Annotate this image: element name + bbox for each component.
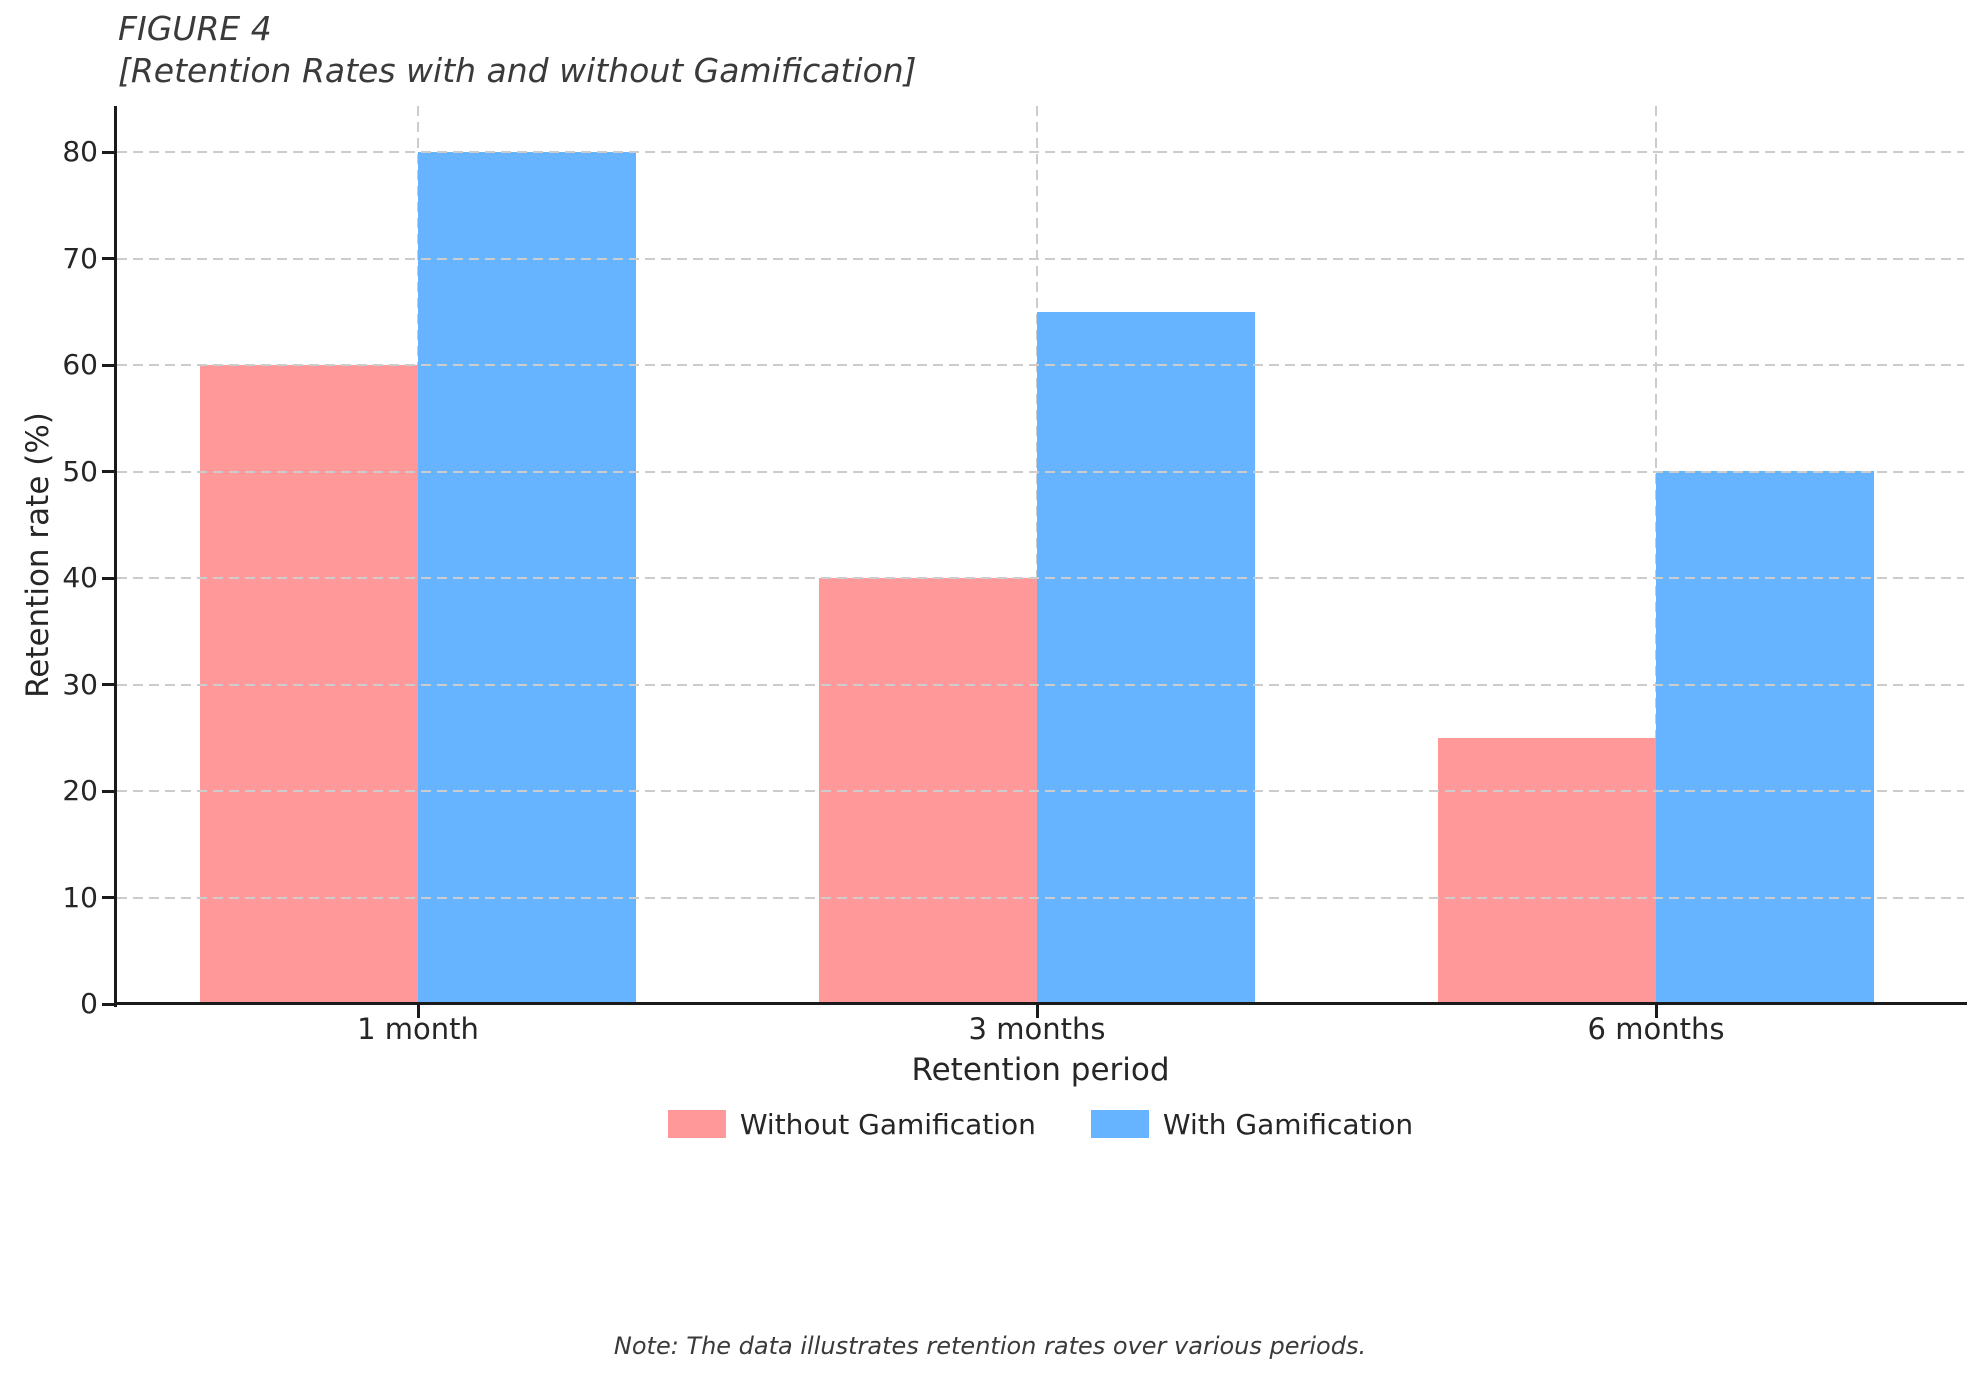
legend-swatch-with-gamification <box>1090 1110 1149 1138</box>
chart-note: Note: The data illustrates retention rat… <box>613 1332 1367 1360</box>
y-tick-label-80: 80 <box>62 135 98 168</box>
y-axis-spine <box>114 106 117 1007</box>
legend-label-without-gamification: Without Gamification <box>739 1107 1036 1141</box>
y-tick-label-20: 20 <box>62 774 98 807</box>
bar-with-gamification-3-months <box>1037 312 1255 1004</box>
y-tick-30 <box>102 683 115 686</box>
y-tick-50 <box>102 470 115 473</box>
figure-number: FIGURE 4 <box>118 9 272 48</box>
y-tick-70 <box>102 257 115 260</box>
legend: Without Gamification With Gamification <box>117 1106 1964 1142</box>
horizontal-gridline-20 <box>117 790 1964 792</box>
y-tick-label-30: 30 <box>62 667 98 701</box>
chart-plot-area <box>117 106 1964 1004</box>
y-tick-label-60: 60 <box>62 348 98 381</box>
x-tick-6-months <box>1654 1005 1658 1018</box>
y-tick-label-0: 0 <box>80 987 98 1020</box>
horizontal-gridline-80 <box>117 151 1964 153</box>
bar-without-gamification-6-months <box>1438 738 1656 1004</box>
bar-with-gamification-6-months <box>1656 471 1874 1004</box>
y-tick-label-10: 10 <box>62 880 98 914</box>
figure-title: FIGURE 4 [Retention Rates with and withou… <box>118 8 917 92</box>
y-tick-20 <box>102 789 115 793</box>
legend-swatch-without-gamification <box>667 1110 726 1138</box>
x-tick-1-month <box>416 1005 420 1018</box>
y-tick-80 <box>102 150 115 154</box>
x-axis-spine <box>114 1002 1967 1005</box>
horizontal-gridline-50 <box>117 470 1964 473</box>
legend-item-without-gamification: Without Gamification <box>667 1107 1036 1141</box>
horizontal-gridline-40 <box>117 577 1964 579</box>
legend-item-with-gamification: With Gamification <box>1090 1107 1414 1141</box>
y-axis-title: Retention rate (%) <box>20 412 56 698</box>
y-tick-60 <box>102 363 115 367</box>
y-tick-label-50: 50 <box>62 454 98 488</box>
horizontal-gridline-10 <box>117 896 1964 899</box>
figure-subtitle: [Retention Rates with and without Gamifi… <box>118 51 917 90</box>
y-tick-0 <box>102 1002 115 1006</box>
y-tick-label-70: 70 <box>62 241 98 275</box>
x-axis-title: Retention period <box>911 1052 1170 1088</box>
legend-label-with-gamification: With Gamification <box>1162 1107 1414 1141</box>
y-tick-40 <box>102 576 115 580</box>
horizontal-gridline-60 <box>117 364 1964 366</box>
horizontal-gridline-70 <box>117 257 1964 260</box>
x-tick-3-months <box>1035 1005 1039 1018</box>
y-tick-10 <box>102 896 115 899</box>
horizontal-gridline-30 <box>117 683 1964 686</box>
y-tick-label-40: 40 <box>62 561 98 594</box>
